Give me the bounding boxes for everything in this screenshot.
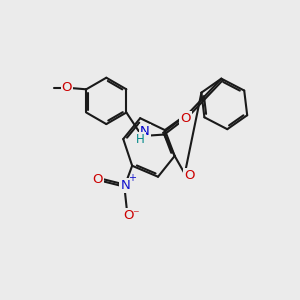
Text: N: N [140,125,150,138]
Text: N: N [120,179,130,192]
Text: H: H [136,133,145,146]
Text: O: O [123,209,134,222]
Text: O: O [184,169,194,182]
Text: +: + [128,173,136,183]
Text: O: O [92,173,103,186]
Text: O: O [62,81,72,94]
Text: O: O [180,112,191,125]
Text: ⁻: ⁻ [132,208,139,221]
